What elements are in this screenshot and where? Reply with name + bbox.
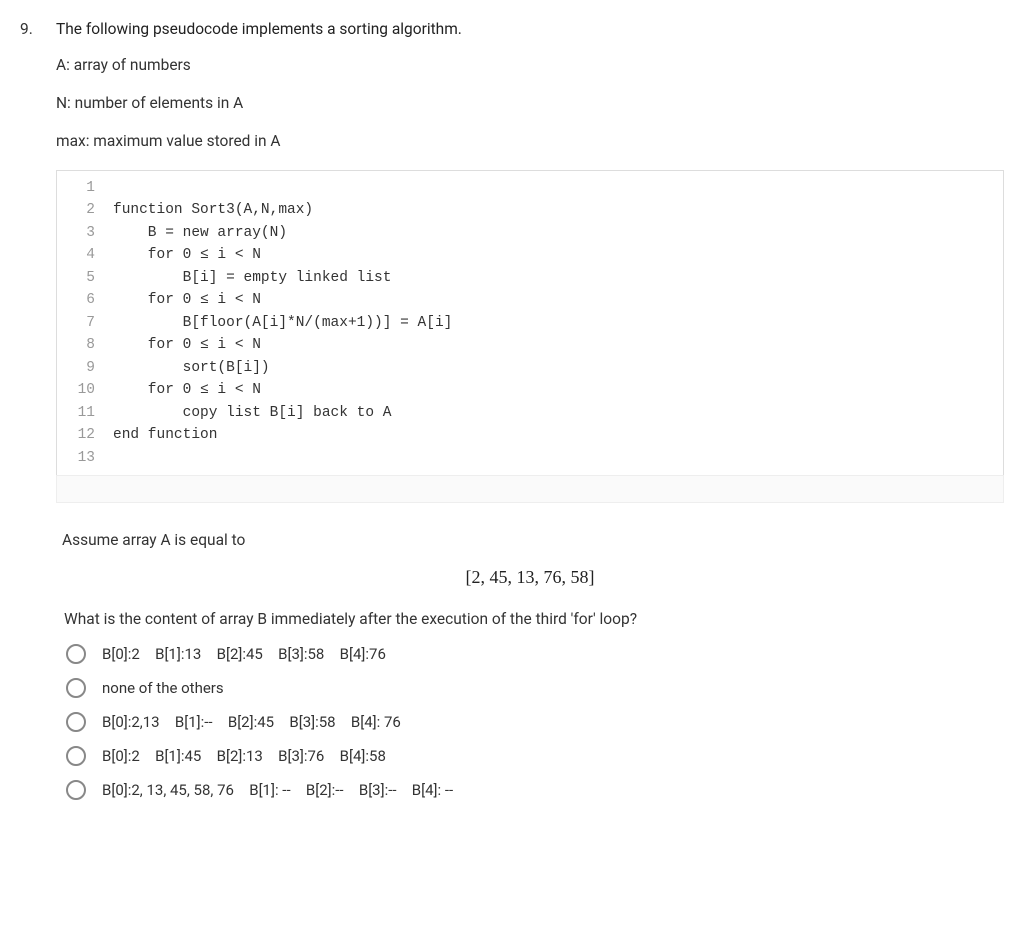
code-line: 5 B[i] = empty linked list: [57, 267, 1003, 289]
code-text: for 0 ≤ i < N: [113, 334, 261, 356]
code-line: 8 for 0 ≤ i < N: [57, 334, 1003, 356]
code-line: 3 B = new array(N): [57, 222, 1003, 244]
option-text: B[0]:2,13 B[1]:-- B[2]:45 B[3]:58 B[4]: …: [102, 713, 401, 731]
answer-option[interactable]: B[0]:2, 13, 45, 58, 76 B[1]: -- B[2]:-- …: [66, 780, 1004, 800]
option-text: B[0]:2 B[1]:45 B[2]:13 B[3]:76 B[4]:58: [102, 747, 386, 765]
line-number: 4: [67, 244, 113, 266]
definition-N: N: number of elements in A: [56, 94, 1004, 112]
answer-option[interactable]: B[0]:2,13 B[1]:-- B[2]:45 B[3]:58 B[4]: …: [66, 712, 1004, 732]
subquestion-text: What is the content of array B immediate…: [64, 610, 1004, 628]
line-number: 1: [67, 177, 113, 199]
radio-icon[interactable]: [66, 712, 86, 732]
line-number: 2: [67, 199, 113, 221]
definition-A: A: array of numbers: [56, 56, 1004, 74]
answer-option[interactable]: none of the others: [66, 678, 1004, 698]
line-number: 8: [67, 334, 113, 356]
answer-option[interactable]: B[0]:2 B[1]:13 B[2]:45 B[3]:58 B[4]:76: [66, 644, 1004, 664]
code-line: 11 copy list B[i] back to A: [57, 402, 1003, 424]
code-text: function Sort3(A,N,max): [113, 199, 313, 221]
line-number: 3: [67, 222, 113, 244]
code-line: 13: [57, 447, 1003, 469]
line-number: 5: [67, 267, 113, 289]
line-number: 7: [67, 312, 113, 334]
question-number: 9.: [20, 20, 56, 38]
code-line: 2function Sort3(A,N,max): [57, 199, 1003, 221]
code-text: sort(B[i]): [113, 357, 270, 379]
code-text: B = new array(N): [113, 222, 287, 244]
code-text: for 0 ≤ i < N: [113, 379, 261, 401]
definition-max: max: maximum value stored in A: [56, 132, 1004, 150]
line-number: 12: [67, 424, 113, 446]
question-stem: The following pseudocode implements a so…: [56, 20, 1004, 38]
code-text: B[floor(A[i]*N/(max+1))] = A[i]: [113, 312, 452, 334]
line-number: 11: [67, 402, 113, 424]
option-text: none of the others: [102, 679, 224, 697]
answer-option[interactable]: B[0]:2 B[1]:45 B[2]:13 B[3]:76 B[4]:58: [66, 746, 1004, 766]
assume-text: Assume array A is equal to: [62, 531, 1004, 549]
line-number: 10: [67, 379, 113, 401]
code-text: B[i] = empty linked list: [113, 267, 391, 289]
option-text: B[0]:2 B[1]:13 B[2]:45 B[3]:58 B[4]:76: [102, 645, 386, 663]
code-line: 6 for 0 ≤ i < N: [57, 289, 1003, 311]
code-line: 12end function: [57, 424, 1003, 446]
code-text: for 0 ≤ i < N: [113, 244, 261, 266]
code-line: 4 for 0 ≤ i < N: [57, 244, 1003, 266]
line-number: 6: [67, 289, 113, 311]
code-text: for 0 ≤ i < N: [113, 289, 261, 311]
radio-icon[interactable]: [66, 746, 86, 766]
code-line: 9 sort(B[i]): [57, 357, 1003, 379]
radio-icon[interactable]: [66, 678, 86, 698]
code-text: end function: [113, 424, 217, 446]
radio-icon[interactable]: [66, 644, 86, 664]
code-footer-bar: [56, 475, 1004, 503]
code-line: 7 B[floor(A[i]*N/(max+1))] = A[i]: [57, 312, 1003, 334]
array-expression: [2, 45, 13, 76, 58]: [56, 567, 1004, 588]
code-line: 10 for 0 ≤ i < N: [57, 379, 1003, 401]
code-text: copy list B[i] back to A: [113, 402, 391, 424]
line-number: 13: [67, 447, 113, 469]
options-list: B[0]:2 B[1]:13 B[2]:45 B[3]:58 B[4]:76 no…: [56, 644, 1004, 800]
pseudocode-block: 12function Sort3(A,N,max)3 B = new array…: [56, 170, 1004, 475]
radio-icon[interactable]: [66, 780, 86, 800]
code-line: 1: [57, 177, 1003, 199]
line-number: 9: [67, 357, 113, 379]
option-text: B[0]:2, 13, 45, 58, 76 B[1]: -- B[2]:-- …: [102, 781, 453, 799]
